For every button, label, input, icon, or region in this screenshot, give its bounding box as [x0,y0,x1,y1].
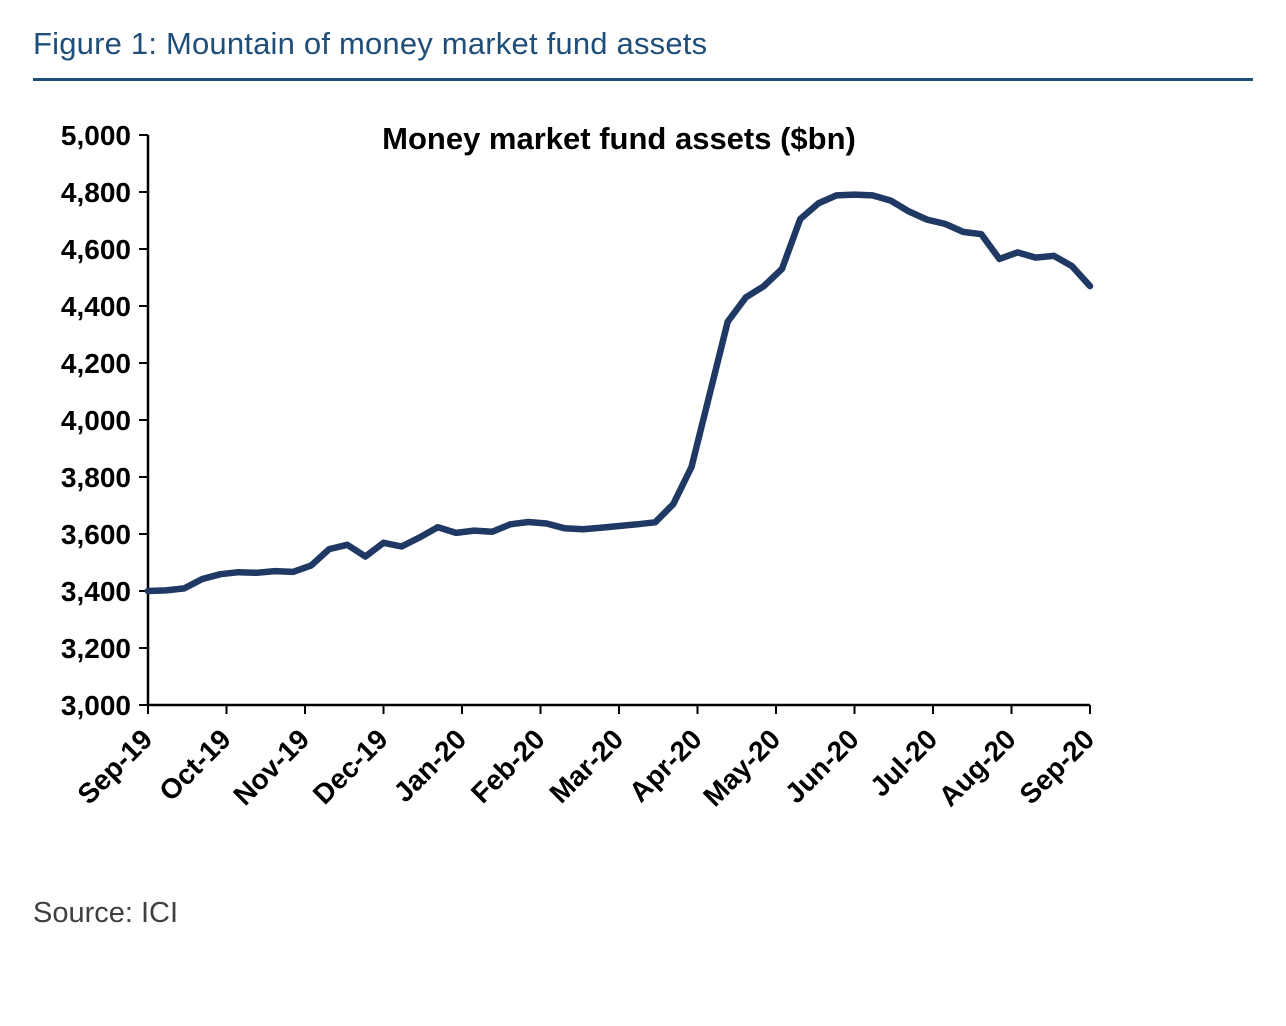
x-tick-label: Jun-20 [779,723,865,809]
y-tick-label: 3,600 [61,519,131,550]
figure-header: Figure 1: Mountain of money market fund … [33,26,1253,81]
x-tick-label: Mar-20 [543,723,629,809]
x-tick-label: Apr-20 [623,723,708,808]
y-tick-label: 4,600 [61,234,131,265]
x-tick-label: Nov-19 [227,723,315,811]
x-tick-label: Feb-20 [465,723,551,809]
x-tick-label: Sep-19 [71,723,158,810]
x-tick-label: Dec-19 [307,723,394,810]
title-divider [33,78,1253,81]
chart-title: Money market fund assets ($bn) [382,121,856,156]
source-label: Source: ICI [33,897,179,929]
y-tick-label: 4,400 [61,291,131,322]
y-tick-label: 5,000 [61,120,131,151]
source-row: Source: ICI [33,897,1253,930]
y-tick-label: 4,800 [61,177,131,208]
y-tick-label: 3,400 [61,576,131,607]
y-tick-label: 3,000 [61,690,131,721]
x-tick-label: Aug-20 [933,723,1022,812]
y-tick-label: 3,200 [61,633,131,664]
x-tick-label: Jul-20 [864,723,943,802]
chart-container: Money market fund assets ($bn) 3,000 3,200… [33,105,1253,853]
figure-title: Figure 1: Mountain of money market fund … [33,26,708,61]
series-line [144,191,1094,595]
y-tick-label: 3,800 [61,462,131,493]
y-tick-label: 4,000 [61,405,131,436]
x-tick-label: Jan-20 [388,723,473,808]
x-tick-label: Oct-19 [153,723,237,807]
x-tick-label: May-20 [697,723,786,812]
x-tick-label: Sep-20 [1013,723,1100,810]
y-tick-label: 4,200 [61,348,131,379]
line-chart: Money market fund assets ($bn) 3,000 3,200… [61,120,1100,812]
